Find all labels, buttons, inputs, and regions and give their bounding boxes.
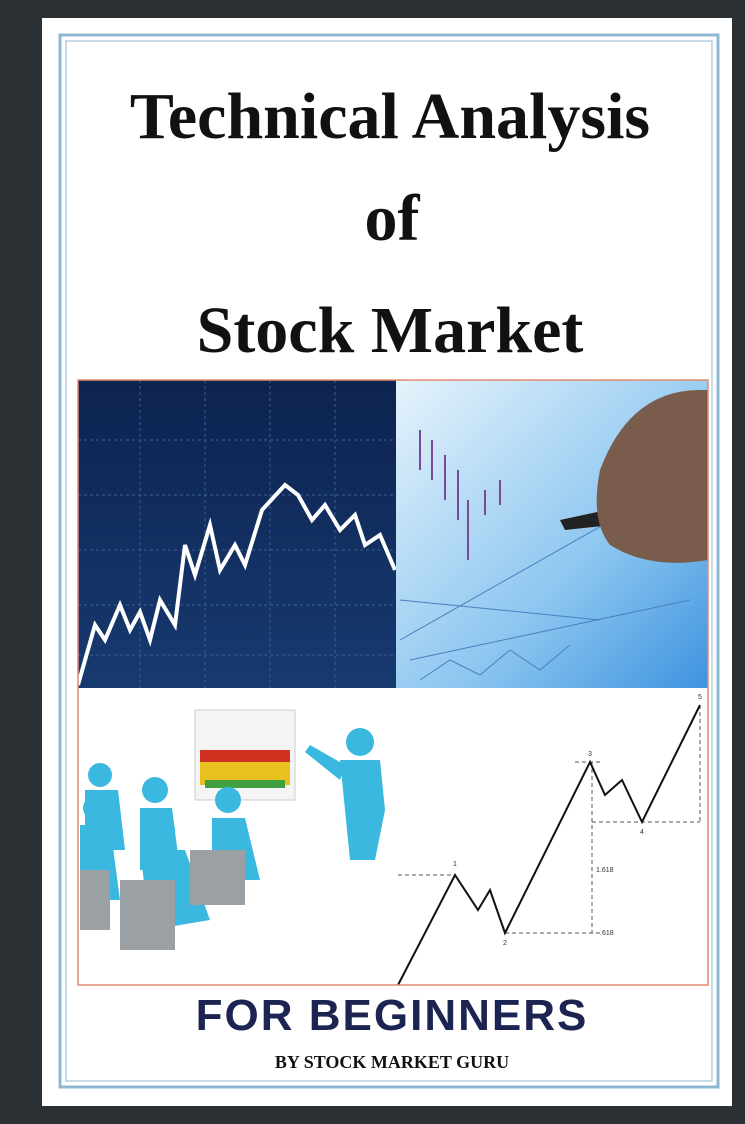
- title-line: Technical Analysis: [130, 80, 650, 153]
- subtitle: FOR BEGINNERS: [196, 991, 589, 1040]
- wave-label: 4: [640, 829, 644, 836]
- ratio-label: 1.618: [596, 867, 614, 874]
- wave-label: 1: [453, 861, 457, 868]
- title-line: of: [365, 182, 421, 255]
- chart-photo: [78, 380, 396, 688]
- image-collage: 1 2 3 4 5 1.618 .618: [78, 380, 708, 985]
- ratio-label: .618: [600, 930, 614, 937]
- board-bars: [200, 750, 290, 788]
- author: BY STOCK MARKET GURU: [275, 1052, 509, 1072]
- wave-label: 2: [503, 940, 507, 947]
- title-line: Stock Market: [197, 294, 584, 367]
- wave-label: 5: [698, 694, 702, 701]
- page: Technical Analysis of Stock Market 1 2 3…: [0, 0, 745, 1124]
- book-cover: Technical Analysis of Stock Market 1 2 3…: [0, 0, 745, 1124]
- wave-label: 3: [588, 751, 592, 758]
